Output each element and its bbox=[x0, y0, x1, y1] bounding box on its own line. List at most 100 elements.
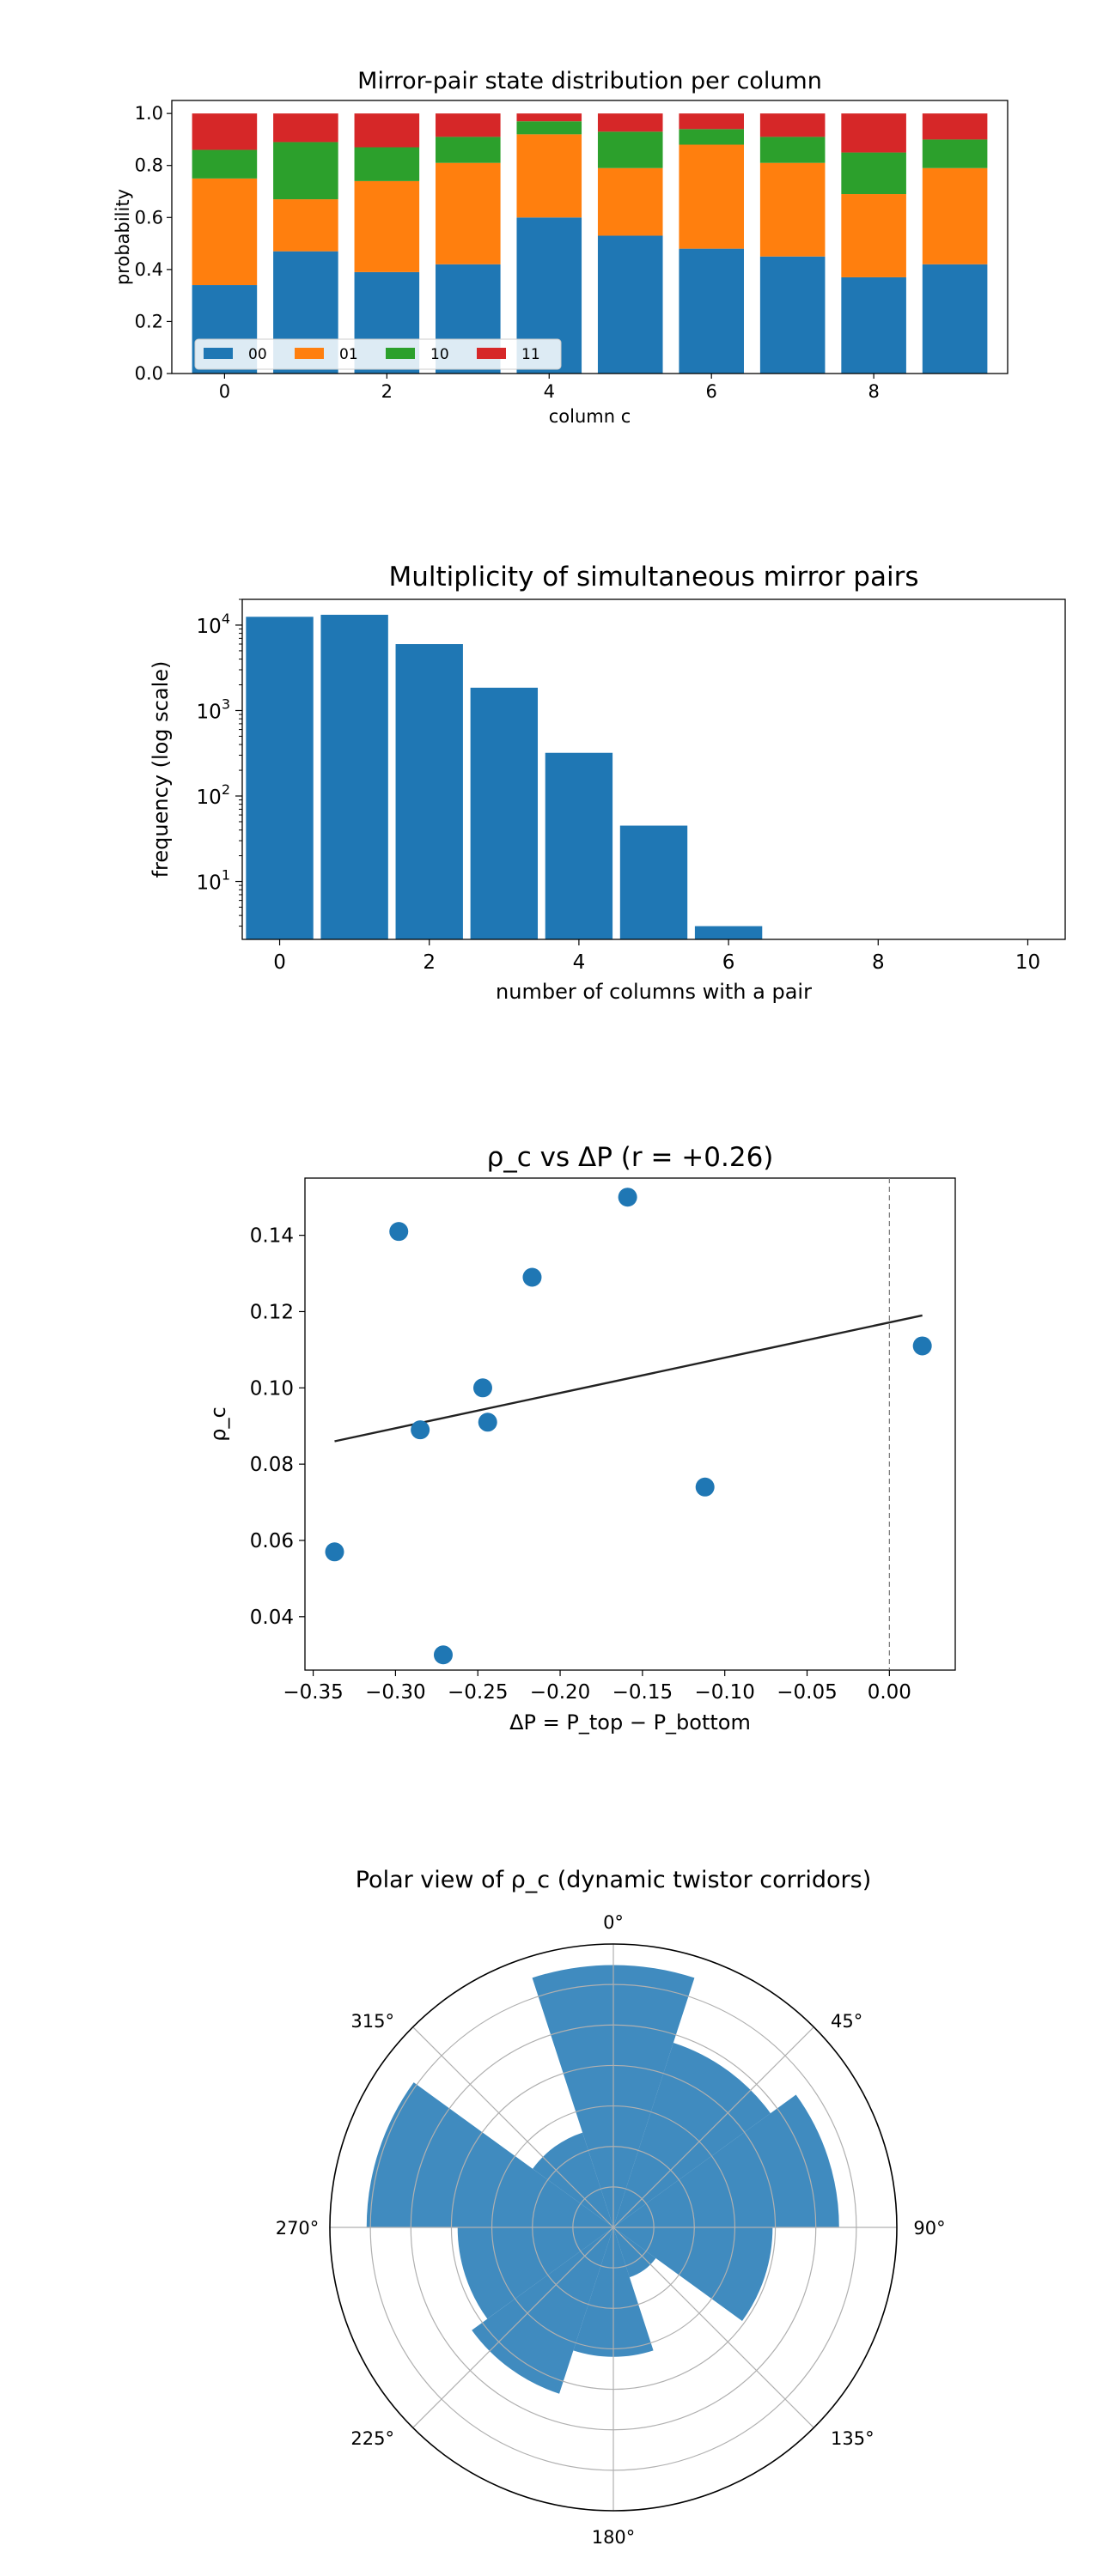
chart2-ytick-label: 102 bbox=[197, 781, 230, 809]
chart1-ytick-label: 0.6 bbox=[135, 207, 163, 228]
chart3-ytick-label: 0.10 bbox=[250, 1377, 294, 1400]
chart3-xtick-label: −0.10 bbox=[694, 1681, 754, 1704]
chart1-ylabel: probability bbox=[113, 189, 133, 285]
chart2-bar-1 bbox=[320, 614, 388, 939]
chart1-xtick-label: 0 bbox=[219, 381, 230, 402]
chart1-ytick-label: 0.0 bbox=[135, 363, 163, 384]
chart1-bar-01-col0 bbox=[192, 178, 258, 286]
chart2-bar-5 bbox=[619, 825, 688, 939]
chart1-xtick-label: 8 bbox=[868, 381, 879, 402]
chart1-bar-11-col1 bbox=[273, 113, 338, 143]
chart3-ytick-label: 0.08 bbox=[250, 1454, 294, 1476]
chart3-xtick-label: 0.00 bbox=[868, 1681, 911, 1704]
chart1-bar-01-col9 bbox=[922, 167, 988, 264]
chart2-bar-0 bbox=[246, 617, 314, 939]
chart1-bar-10-col5 bbox=[597, 131, 663, 168]
chart4-wedge-4 bbox=[613, 2227, 656, 2278]
chart3-xtick-label: −0.35 bbox=[283, 1681, 343, 1704]
chart1-bar-00-col7 bbox=[759, 256, 826, 374]
chart1-bar-00-col5 bbox=[597, 235, 663, 374]
chart4-wedge-8 bbox=[366, 2082, 613, 2227]
chart1-xlabel: column c bbox=[549, 406, 631, 427]
chart3-ytick-label: 0.12 bbox=[250, 1301, 294, 1323]
chart1-bar-10-col1 bbox=[273, 142, 338, 200]
chart3-xtick-label: −0.15 bbox=[612, 1681, 673, 1704]
chart2-bars bbox=[246, 614, 763, 939]
chart1-bar-10-col4 bbox=[516, 121, 582, 135]
chart1-ytick-label: 0.4 bbox=[135, 259, 163, 280]
chart3-xtick-label: −0.25 bbox=[448, 1681, 508, 1704]
chart2-bar-3 bbox=[470, 687, 539, 939]
chart1-bar-10-col9 bbox=[922, 139, 988, 168]
chart1-legend-swatch-11 bbox=[477, 348, 506, 359]
chart1-bar-00-col9 bbox=[922, 264, 988, 374]
chart3-point-4 bbox=[472, 1378, 492, 1398]
chart1-bar-10-col3 bbox=[436, 137, 501, 163]
chart2-ytick-label: 101 bbox=[197, 867, 230, 895]
chart3-point-0 bbox=[325, 1542, 344, 1562]
chart1-xtick-label: 2 bbox=[381, 381, 393, 402]
chart4-theta-gridline bbox=[612, 2227, 814, 2428]
chart1-bar-10-col8 bbox=[841, 152, 906, 195]
chart3-point-2 bbox=[411, 1420, 430, 1440]
chart2-xtick-label: 0 bbox=[273, 951, 286, 974]
chart4-wedge-9 bbox=[533, 2132, 613, 2227]
chart3-title: ρ_c vs ΔP (r = +0.26) bbox=[487, 1142, 774, 1173]
chart1-ytick-label: 1.0 bbox=[135, 103, 163, 124]
chart1-legend-swatch-10 bbox=[386, 348, 415, 359]
chart4-angle-label: 45° bbox=[831, 2011, 862, 2032]
chart2-xtick-label: 4 bbox=[573, 951, 586, 974]
chart1-bar-01-col7 bbox=[759, 162, 826, 257]
chart1-legend-label-10: 10 bbox=[430, 346, 449, 363]
chart4-angle-label: 270° bbox=[276, 2218, 320, 2239]
chart4-angle-label: 90° bbox=[913, 2218, 945, 2239]
chart1-bar-11-col6 bbox=[679, 113, 744, 130]
chart2-xtick-label: 10 bbox=[1015, 951, 1040, 974]
chart2-bar-2 bbox=[395, 644, 463, 939]
chart4-theta-gridline bbox=[612, 2026, 814, 2228]
chart1-bar-11-col7 bbox=[759, 113, 826, 137]
chart1-ytick-label: 0.8 bbox=[135, 155, 163, 176]
chart3-point-1 bbox=[389, 1222, 409, 1242]
chart4-angle-label: 225° bbox=[350, 2428, 394, 2449]
chart1-legend-swatch-00 bbox=[204, 348, 233, 359]
chart2-xtick-label: 8 bbox=[872, 951, 885, 974]
chart3-point-5 bbox=[478, 1413, 497, 1432]
chart3-points bbox=[325, 1188, 932, 1665]
chart1-bar-11-col8 bbox=[841, 113, 906, 153]
chart1-bar-01-col5 bbox=[597, 167, 663, 236]
chart4-theta-gridline bbox=[412, 2227, 614, 2428]
chart2-xtick-label: 2 bbox=[423, 951, 436, 974]
chart1-bar-11-col9 bbox=[922, 113, 988, 140]
chart4-grid bbox=[330, 1944, 897, 2511]
chart2-ytick-label: 104 bbox=[197, 611, 230, 638]
chart1-frame bbox=[171, 100, 1009, 374]
chart2-ytick-label: 103 bbox=[197, 696, 230, 723]
chart3-point-8 bbox=[695, 1477, 715, 1497]
chart1-bar-00-col6 bbox=[679, 248, 744, 374]
chart3-point-9 bbox=[912, 1336, 932, 1356]
chart2-bar-4 bbox=[545, 752, 613, 939]
chart1-bar-01-col4 bbox=[516, 134, 582, 218]
chart3-xtick-label: −0.20 bbox=[530, 1681, 590, 1704]
chart1-bar-01-col6 bbox=[679, 144, 744, 249]
chart1-legend-box bbox=[194, 338, 562, 370]
chart3-xtick-label: −0.30 bbox=[365, 1681, 425, 1704]
chart3-ytick-label: 0.06 bbox=[250, 1530, 294, 1552]
chart1-bar-01-col2 bbox=[354, 180, 420, 272]
chart3-xtick-label: −0.05 bbox=[777, 1681, 837, 1704]
chart3-point-6 bbox=[522, 1267, 542, 1287]
chart1-xtick-label: 6 bbox=[706, 381, 717, 402]
chart4-theta-gridline bbox=[412, 2026, 614, 2228]
chart1-legend: 00 01 10 11 bbox=[194, 338, 562, 370]
chart1-xtick-label: 4 bbox=[544, 381, 555, 402]
chart3-point-3 bbox=[433, 1645, 453, 1665]
chart3-ylabel: ρ_c bbox=[206, 1406, 230, 1441]
chart1-bar-01-col3 bbox=[436, 162, 501, 264]
chart2-title: Multiplicity of simultaneous mirror pair… bbox=[389, 562, 919, 592]
chart2-frame bbox=[241, 598, 1066, 940]
chart4-outer-ring bbox=[329, 1943, 898, 2512]
chart1-bar-10-col7 bbox=[759, 137, 826, 163]
chart4-angle-label: 0° bbox=[603, 1912, 624, 1933]
